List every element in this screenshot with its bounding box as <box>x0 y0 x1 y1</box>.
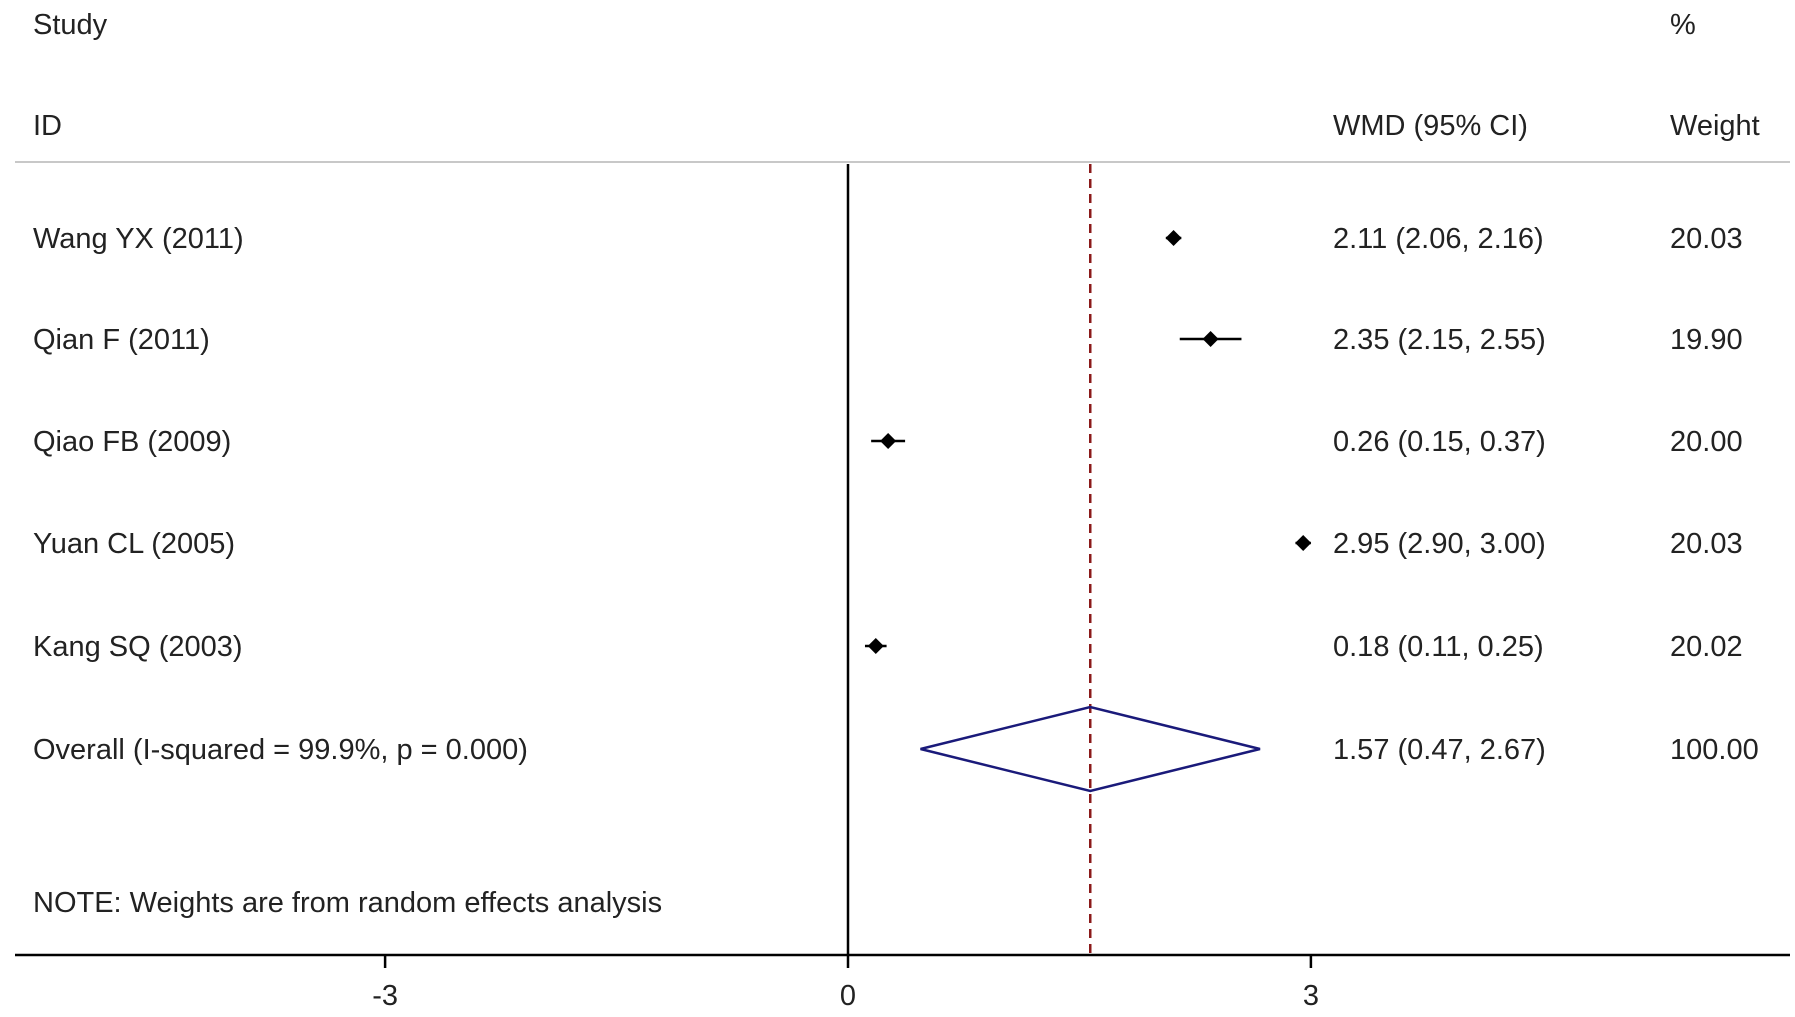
point-estimate <box>880 433 897 449</box>
overall-label: Overall (I-squared = 99.9%, p = 0.000) <box>33 734 528 766</box>
header-effect: WMD (95% CI) <box>1333 110 1528 142</box>
x-tick-label: 0 <box>840 980 856 1012</box>
overall-ci: 1.57 (0.47, 2.67) <box>1333 734 1546 766</box>
overall-weight: 100.00 <box>1670 734 1759 766</box>
study-label: Qian F (2011) <box>33 324 210 356</box>
overall-diamond <box>920 705 1261 793</box>
study-ci: 0.26 (0.15, 0.37) <box>1333 426 1546 458</box>
header-weight-percent: % <box>1670 9 1696 41</box>
study-weight: 20.02 <box>1670 631 1743 663</box>
point-estimate <box>1295 535 1312 551</box>
point-estimate <box>867 638 884 654</box>
study-ci: 2.35 (2.15, 2.55) <box>1333 324 1546 356</box>
study-weight: 20.03 <box>1670 223 1743 255</box>
header-weight: Weight <box>1670 110 1760 142</box>
x-tick-label: -3 <box>372 980 398 1012</box>
study-ci: 0.18 (0.11, 0.25) <box>1333 631 1544 663</box>
study-weight: 19.90 <box>1670 324 1743 356</box>
note-text: NOTE: Weights are from random effects an… <box>33 887 662 919</box>
header-study: Study <box>33 9 108 41</box>
study-ci: 2.95 (2.90, 3.00) <box>1333 528 1546 560</box>
point-estimate <box>1165 230 1182 246</box>
point-estimate <box>1202 331 1219 347</box>
study-weight: 20.00 <box>1670 426 1743 458</box>
x-tick-label: 3 <box>1303 980 1319 1012</box>
study-weight: 20.03 <box>1670 528 1743 560</box>
plot-area: Wang YX (2011) 2.11 (2.06, 2.16) 20.03 Qian… <box>15 164 1790 1012</box>
study-label: Wang YX (2011) <box>33 223 244 255</box>
study-label: Qiao FB (2009) <box>33 426 231 458</box>
study-label: Kang SQ (2003) <box>33 631 243 663</box>
study-ci: 2.11 (2.06, 2.16) <box>1333 223 1544 255</box>
header-id: ID <box>33 110 62 142</box>
study-label: Yuan CL (2005) <box>33 528 235 560</box>
